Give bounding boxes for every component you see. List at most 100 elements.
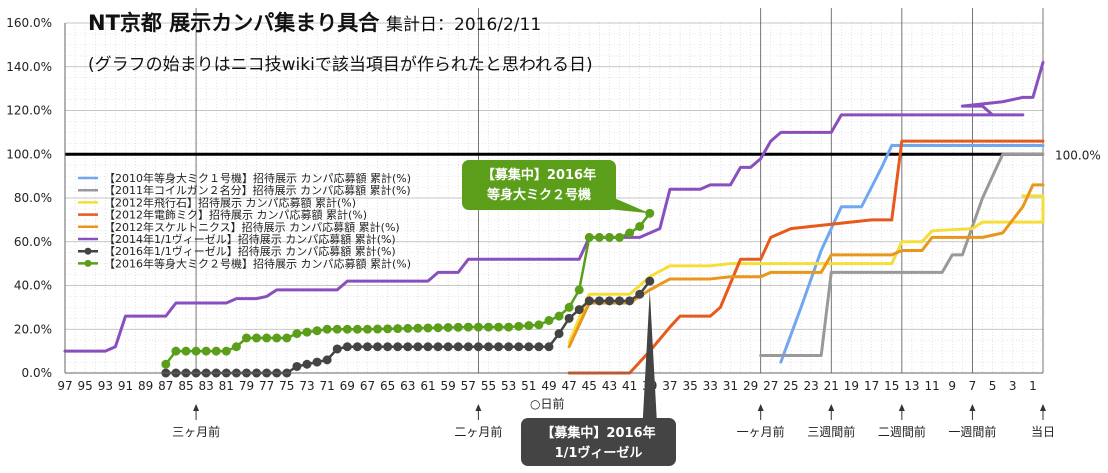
x-tick-label: 9 bbox=[948, 379, 956, 393]
x-tick-label: 91 bbox=[118, 379, 133, 393]
legend-entry: 【2012年飛行石】招待展示 カンパ応募額 累計(%) bbox=[104, 195, 356, 209]
time-marker-arrow-head bbox=[969, 404, 976, 411]
x-tick-label: 11 bbox=[924, 379, 939, 393]
series-point bbox=[615, 232, 625, 242]
series-point bbox=[312, 357, 322, 367]
x-tick-label: 5 bbox=[989, 379, 997, 393]
legend-marker bbox=[84, 247, 92, 255]
x-tick-label: 93 bbox=[98, 379, 113, 393]
series-point bbox=[252, 333, 262, 343]
series-point bbox=[645, 276, 655, 286]
y-tick-label: 80.0% bbox=[14, 191, 52, 205]
chart-subtitle: (グラフの始まりはニコ技wikiで該当項目が作られたと思われる日) bbox=[88, 55, 593, 75]
series-point bbox=[504, 322, 514, 332]
x-tick-label: 23 bbox=[803, 379, 818, 393]
time-marker-label: 二ヶ月前 bbox=[454, 424, 502, 439]
x-tick-label: 51 bbox=[521, 379, 536, 393]
series-point bbox=[312, 326, 322, 336]
series-point bbox=[403, 323, 413, 333]
series-point bbox=[635, 289, 645, 299]
title-block: NT京都 展示カンパ集まり具合 集計日：2016/2/11 (グラフの始まりはニ… bbox=[88, 11, 593, 75]
series-point bbox=[302, 359, 312, 369]
series-line bbox=[779, 144, 1045, 364]
series-point bbox=[373, 324, 383, 334]
x-tick-label: 79 bbox=[239, 379, 254, 393]
x-tick-label: 49 bbox=[541, 379, 556, 393]
series-point bbox=[504, 342, 514, 352]
x-tick-label: 83 bbox=[199, 379, 214, 393]
time-marker-arrow-head bbox=[757, 404, 764, 411]
x-tick-label: 33 bbox=[703, 379, 718, 393]
series-point bbox=[584, 232, 594, 242]
series-point bbox=[574, 285, 584, 295]
x-tick-label: 53 bbox=[501, 379, 516, 393]
series-point bbox=[514, 342, 524, 352]
x-tick-label: 7 bbox=[969, 379, 977, 393]
x-tick-label: 1 bbox=[1029, 379, 1037, 393]
y-tick-label: 0.0% bbox=[22, 366, 53, 380]
series-point bbox=[332, 344, 342, 354]
callouts: 【募集中】2016年等身大ミク２号機【募集中】2016年1/1ヴィーゼル bbox=[462, 160, 676, 466]
aggregation-date: 集計日：2016/2/11 bbox=[386, 15, 541, 35]
series-point bbox=[514, 321, 524, 331]
series-point bbox=[453, 342, 463, 352]
legend: 【2010年等身大ミク１号機】招待展示 カンパ応募額 累計(%)【2011年コイ… bbox=[78, 171, 411, 270]
series-point bbox=[181, 346, 191, 356]
series-point bbox=[544, 342, 554, 352]
x-tick-label: 81 bbox=[219, 379, 234, 393]
series-point bbox=[352, 342, 362, 352]
series-point bbox=[554, 329, 564, 339]
x-tick-label: 27 bbox=[763, 379, 778, 393]
x-tick-label: 43 bbox=[602, 379, 617, 393]
x-tick-label: 25 bbox=[783, 379, 798, 393]
time-marker-arrow-head bbox=[828, 404, 835, 411]
y-tick-label: 40.0% bbox=[14, 279, 52, 293]
x-tick-label: 21 bbox=[824, 379, 839, 393]
series-point bbox=[191, 346, 201, 356]
series-point bbox=[473, 342, 483, 352]
legend-entry: 【2014年1/1ヴィーゼル】招待展示 カンパ応募額 累計(%) bbox=[104, 232, 396, 246]
series-point bbox=[463, 342, 473, 352]
series-point bbox=[231, 342, 241, 352]
series-point bbox=[524, 321, 534, 331]
series-point bbox=[584, 296, 594, 306]
legend-entry: 【2011年コイルガン２名分】招待展示 カンパ応募額 累計(%) bbox=[104, 183, 411, 197]
time-marker-arrow-head bbox=[1040, 404, 1046, 411]
x-tick-label: 85 bbox=[178, 379, 193, 393]
series-point bbox=[494, 342, 504, 352]
time-marker-label: 一ヶ月前 bbox=[737, 424, 785, 439]
series-point bbox=[615, 296, 625, 306]
series-point bbox=[453, 322, 463, 332]
series-line bbox=[63, 60, 1045, 353]
series-point bbox=[362, 342, 372, 352]
series-point bbox=[574, 305, 584, 315]
series-point bbox=[362, 324, 372, 334]
series-point bbox=[342, 342, 352, 352]
x-tick-label: 63 bbox=[400, 379, 415, 393]
legend-entry: 【2012年スケルトニクス】招待展示 カンパ応募額 累計(%) bbox=[104, 220, 400, 234]
series-point bbox=[171, 346, 181, 356]
time-marker-arrow-head bbox=[193, 404, 200, 411]
x-tick-label: 87 bbox=[158, 379, 173, 393]
x-tick-label: 15 bbox=[884, 379, 899, 393]
series-point bbox=[423, 323, 433, 333]
series-point bbox=[635, 221, 645, 231]
callout-text: 等身大ミク２号機 bbox=[486, 187, 591, 203]
series-point bbox=[473, 322, 483, 332]
x-tick-label: 75 bbox=[279, 379, 294, 393]
series-point bbox=[564, 313, 574, 323]
chart-title: NT京都 展示カンパ集まり具合 bbox=[88, 11, 380, 35]
x-tick-label: 37 bbox=[662, 379, 677, 393]
series-point bbox=[483, 342, 493, 352]
series-point bbox=[433, 342, 443, 352]
callout-box bbox=[521, 418, 676, 466]
y-tick-label: 160.0% bbox=[6, 16, 52, 30]
callout-text: 1/1ヴィーゼル bbox=[555, 445, 643, 461]
series-point bbox=[262, 333, 272, 343]
y-tick-label: 120.0% bbox=[6, 104, 52, 118]
callout-box bbox=[462, 160, 616, 210]
x-tick-label: 69 bbox=[340, 379, 355, 393]
series-point bbox=[383, 342, 393, 352]
series-point bbox=[413, 342, 423, 352]
x-tick-label: 41 bbox=[622, 379, 637, 393]
